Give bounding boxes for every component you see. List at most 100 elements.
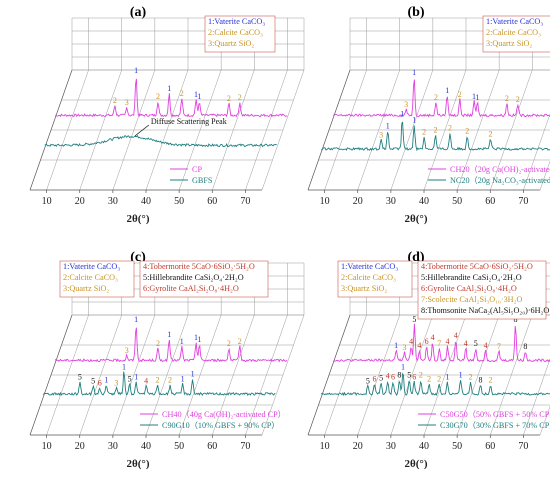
series-legend-label: NC20（20g Na₂CO₃-activated CP） <box>450 176 550 185</box>
peak-label: 6 <box>425 337 429 346</box>
phase-legend-item: 2:Calcite CaCO₃ <box>63 273 118 282</box>
x-axis-label: 2θ(°) <box>127 213 150 225</box>
peak-label: 5 <box>407 371 411 380</box>
peak-label: 1 <box>122 363 126 372</box>
x-tick-label: 70 <box>518 196 528 207</box>
peak-label: 7 <box>497 342 501 351</box>
peak-label: 3 <box>402 343 406 352</box>
x-axis-label: 2θ(°) <box>127 458 150 470</box>
peak-label: 1 <box>394 341 398 350</box>
x-tick-label: 60 <box>485 196 495 207</box>
x-tick-label: 30 <box>108 441 118 452</box>
peak-label: 5 <box>91 377 95 386</box>
peak-label: 3 <box>125 346 129 355</box>
peak-label: 8 <box>397 371 401 380</box>
peak-label: 4 <box>409 337 413 346</box>
series-line-1 <box>55 78 288 118</box>
peak-label: 1 <box>134 66 138 75</box>
x-tick-label: 20 <box>353 196 363 207</box>
phase-legend-box-left <box>337 260 413 298</box>
peak-label: 6 <box>98 379 102 388</box>
phase-legend-item: 5:Hillebrandite CaSi₂O₄·2H₂O <box>143 273 244 282</box>
peak-label: 5 <box>128 375 132 384</box>
peak-label: 2 <box>469 373 473 382</box>
peak-label: 3 <box>125 98 129 107</box>
panel-label: (a) <box>130 5 147 20</box>
x-axis-label: 2θ(°) <box>405 213 428 225</box>
peak-label: 2 <box>488 376 492 385</box>
phase-legend-item: 6:Gyrolite CaAl₂Si₂O₈·4H₂O <box>143 284 239 293</box>
x-tick-label: 60 <box>207 196 217 207</box>
peak-label: 3 <box>379 131 383 140</box>
series-legend-label: CH40（40g Ca(OH)₂-activated CP） <box>162 410 286 419</box>
series-line-2 <box>321 372 550 397</box>
depth-axis-line <box>307 314 351 436</box>
series-line-1 <box>333 323 550 363</box>
phase-legend-item: 2:Calcite CaCO₃ <box>208 28 263 37</box>
peak-label: 1 <box>197 335 201 344</box>
peak-label: 1 <box>167 84 171 93</box>
peak-label: 1 <box>401 363 405 372</box>
phase-legend-item: 3:Quartz SiO₂ <box>341 284 387 293</box>
x-tick-label: 70 <box>518 441 528 452</box>
phase-legend-box <box>204 15 276 53</box>
x-tick-label: 40 <box>141 196 151 207</box>
panel-label: (b) <box>407 5 424 20</box>
phase-legend-item: 2:Calcite CaCO₃ <box>486 28 541 37</box>
peak-label: 4 <box>464 339 468 348</box>
phase-legend-box-right <box>139 260 269 298</box>
x-tick-label: 30 <box>386 196 396 207</box>
x-tick-label: 10 <box>42 196 52 207</box>
peak-label: 1 <box>167 330 171 339</box>
peak-label: 4 <box>484 341 488 350</box>
peak-label: 7 <box>437 339 441 348</box>
peak-label: 2 <box>434 93 438 102</box>
phase-legend-item: 4:Tobermorite 5CaO·6SiO₂·5H₂O <box>143 262 255 271</box>
x-tick-label: 70 <box>240 441 250 452</box>
peak-label: 2 <box>458 90 462 99</box>
depth-axis-right <box>539 160 550 191</box>
x-tick-label: 40 <box>141 441 151 452</box>
phase-legend-item: 1:Vaterite CaCO₃ <box>208 17 265 26</box>
peak-label: 1 <box>412 116 416 125</box>
phase-legend-item: 3:Quartz SiO₂ <box>63 284 109 293</box>
peak-label: 5 <box>474 339 478 348</box>
phase-legend-item: 4:Tobermorite 5CaO·6SiO₂·5H₂O <box>421 262 533 271</box>
peak-label: 2 <box>505 94 509 103</box>
peak-label: 3 <box>114 379 118 388</box>
peak-label: 4 <box>144 377 148 386</box>
phase-legend-item: 1:Vaterite CaCO₃ <box>63 262 120 271</box>
peak-label: 4 <box>417 341 421 350</box>
peak-label: 6 <box>412 373 416 382</box>
depth-axis-right <box>261 69 305 191</box>
phase-legend-item: 7:Scolecite CaAl₂Si₃O₁₀·3H₂O <box>421 295 522 304</box>
peak-label: 1 <box>134 315 138 324</box>
series-legend-label: CH20（20g Ca(OH)₂-activated CP） <box>450 165 550 174</box>
series-legend-label: C90G10（10% GBFS + 90% CP） <box>162 421 279 430</box>
x-tick-label: 20 <box>75 441 85 452</box>
peak-label: 1 <box>134 373 138 382</box>
peak-label: 5 <box>412 315 416 324</box>
depth-axis-right <box>539 405 550 436</box>
depth-axis-right <box>261 314 305 436</box>
x-tick-label: 10 <box>42 441 52 452</box>
peak-label: 6 <box>372 375 376 384</box>
peak-label: 2 <box>156 339 160 348</box>
peak-label: 1 <box>400 110 404 119</box>
x-tick-label: 20 <box>353 441 363 452</box>
series-legend: CH40（40g Ca(OH)₂-activated CP） C90G10（10%… <box>140 410 286 430</box>
peak-label: 1 <box>191 370 195 379</box>
peak-label: 2 <box>227 94 231 103</box>
x-tick-label: 50 <box>174 441 184 452</box>
series-legend-label: C50G50（50% GBFS + 50% CP） <box>440 410 550 419</box>
phase-legend-item: 3:Quartz SiO₂ <box>208 39 254 48</box>
phase-legend: 1:Vaterite CaCO₃ 2:Calcite CaCO₃ 3:Quartz … <box>59 260 269 298</box>
series-legend: C50G50（50% GBFS + 50% CP） C30G70（30% GBFS… <box>418 410 550 430</box>
depth-axis-line <box>29 69 73 191</box>
x-axis-label: 2θ(°) <box>405 458 428 470</box>
